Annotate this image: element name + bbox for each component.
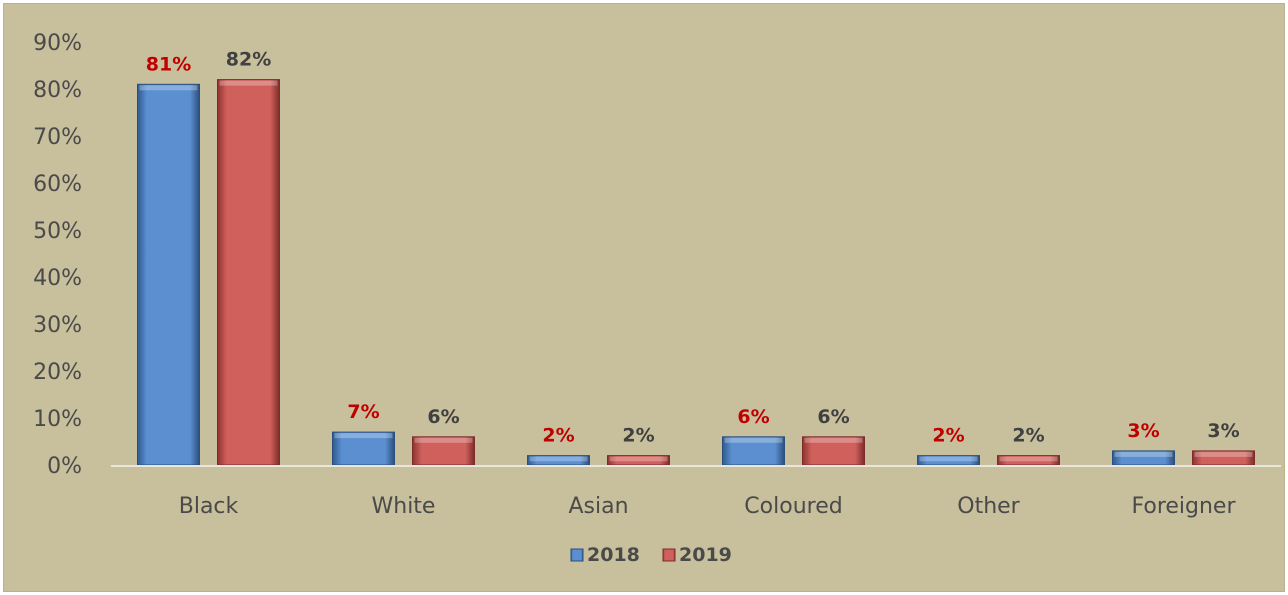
y-tick-label: 60%	[33, 172, 82, 197]
bar-2019-asian	[607, 455, 670, 466]
bar-2019-coloured	[802, 436, 865, 466]
data-label: 3%	[1207, 420, 1239, 442]
x-tick-label: Coloured	[744, 494, 842, 519]
data-label: 2%	[542, 425, 574, 447]
y-tick-label: 90%	[33, 31, 82, 56]
data-label: 2%	[1012, 425, 1044, 447]
bar-highlight	[334, 433, 393, 439]
data-label: 2%	[622, 425, 654, 447]
bar	[137, 83, 200, 466]
legend-label: 2019	[679, 544, 732, 566]
legend-swatch	[662, 548, 676, 562]
bar-highlight	[529, 456, 588, 462]
y-axis: 0% 10% 20% 30% 40% 50% 60% 70% 80% 90%	[33, 31, 82, 479]
bar-highlight	[1194, 451, 1253, 457]
bar-2018-other	[917, 455, 980, 466]
y-tick-label: 70%	[33, 125, 82, 150]
chart-frame: 0% 10% 20% 30% 40% 50% 60% 70% 80% 90% 81% 82% 7% 6%…	[3, 3, 1285, 592]
bar-2019-black	[217, 79, 280, 466]
legend-swatch	[570, 548, 584, 562]
bar-highlight	[804, 437, 863, 443]
y-tick-label: 50%	[33, 219, 82, 244]
bar	[802, 436, 865, 466]
x-tick-label: Foreigner	[1131, 494, 1236, 519]
bar	[412, 436, 475, 466]
data-label: 2%	[932, 425, 964, 447]
x-tick-label: Black	[179, 494, 239, 519]
data-label: 6%	[737, 406, 769, 428]
bar-highlight	[609, 456, 668, 462]
y-tick-label: 40%	[33, 266, 82, 291]
bar-highlight	[919, 456, 978, 462]
bar-highlight	[219, 80, 278, 86]
data-label: 81%	[146, 53, 191, 75]
x-tick-label: White	[372, 494, 436, 519]
data-label: 3%	[1127, 420, 1159, 442]
y-tick-label: 20%	[33, 360, 82, 385]
data-label: 6%	[817, 406, 849, 428]
bar-2019-foreigner	[1192, 450, 1255, 466]
data-label: 6%	[427, 406, 459, 428]
bar-highlight	[414, 437, 473, 443]
y-tick-label: 0%	[47, 454, 82, 479]
y-tick-label: 30%	[33, 313, 82, 338]
bar-highlight	[999, 456, 1058, 462]
bar-chart: 0% 10% 20% 30% 40% 50% 60% 70% 80% 90% 81% 82% 7% 6%…	[33, 31, 1281, 566]
data-labels: 81% 82% 7% 6% 2% 2% 6% 6% 2% 2% 3% 3%	[146, 49, 1240, 447]
bar-2019-other	[997, 455, 1060, 466]
x-axis: Black White Asian Coloured Other Foreigner	[111, 465, 1281, 519]
x-tick-label: Asian	[568, 494, 628, 519]
bar-highlight	[1114, 451, 1173, 457]
bar-highlight	[724, 437, 783, 443]
bar	[722, 436, 785, 466]
bar-2018-white	[332, 431, 395, 466]
x-tick-label: Other	[957, 494, 1020, 519]
bar	[332, 431, 395, 466]
data-label: 7%	[347, 401, 379, 423]
legend-item-2019: 2019	[662, 544, 732, 566]
bar-2018-asian	[527, 455, 590, 466]
data-label: 82%	[226, 49, 271, 71]
legend-label: 2018	[587, 544, 640, 566]
bar-2018-coloured	[722, 436, 785, 466]
bar-2018-foreigner	[1112, 450, 1175, 466]
y-tick-label: 10%	[33, 407, 82, 432]
bar-highlight	[139, 85, 198, 91]
y-tick-label: 80%	[33, 78, 82, 103]
bar-2019-white	[412, 436, 475, 466]
legend-item-2018: 2018	[570, 544, 640, 566]
bars	[137, 79, 1255, 466]
bar-2018-black	[137, 83, 200, 466]
legend: 2018 2019	[570, 544, 732, 566]
bar	[217, 79, 280, 466]
